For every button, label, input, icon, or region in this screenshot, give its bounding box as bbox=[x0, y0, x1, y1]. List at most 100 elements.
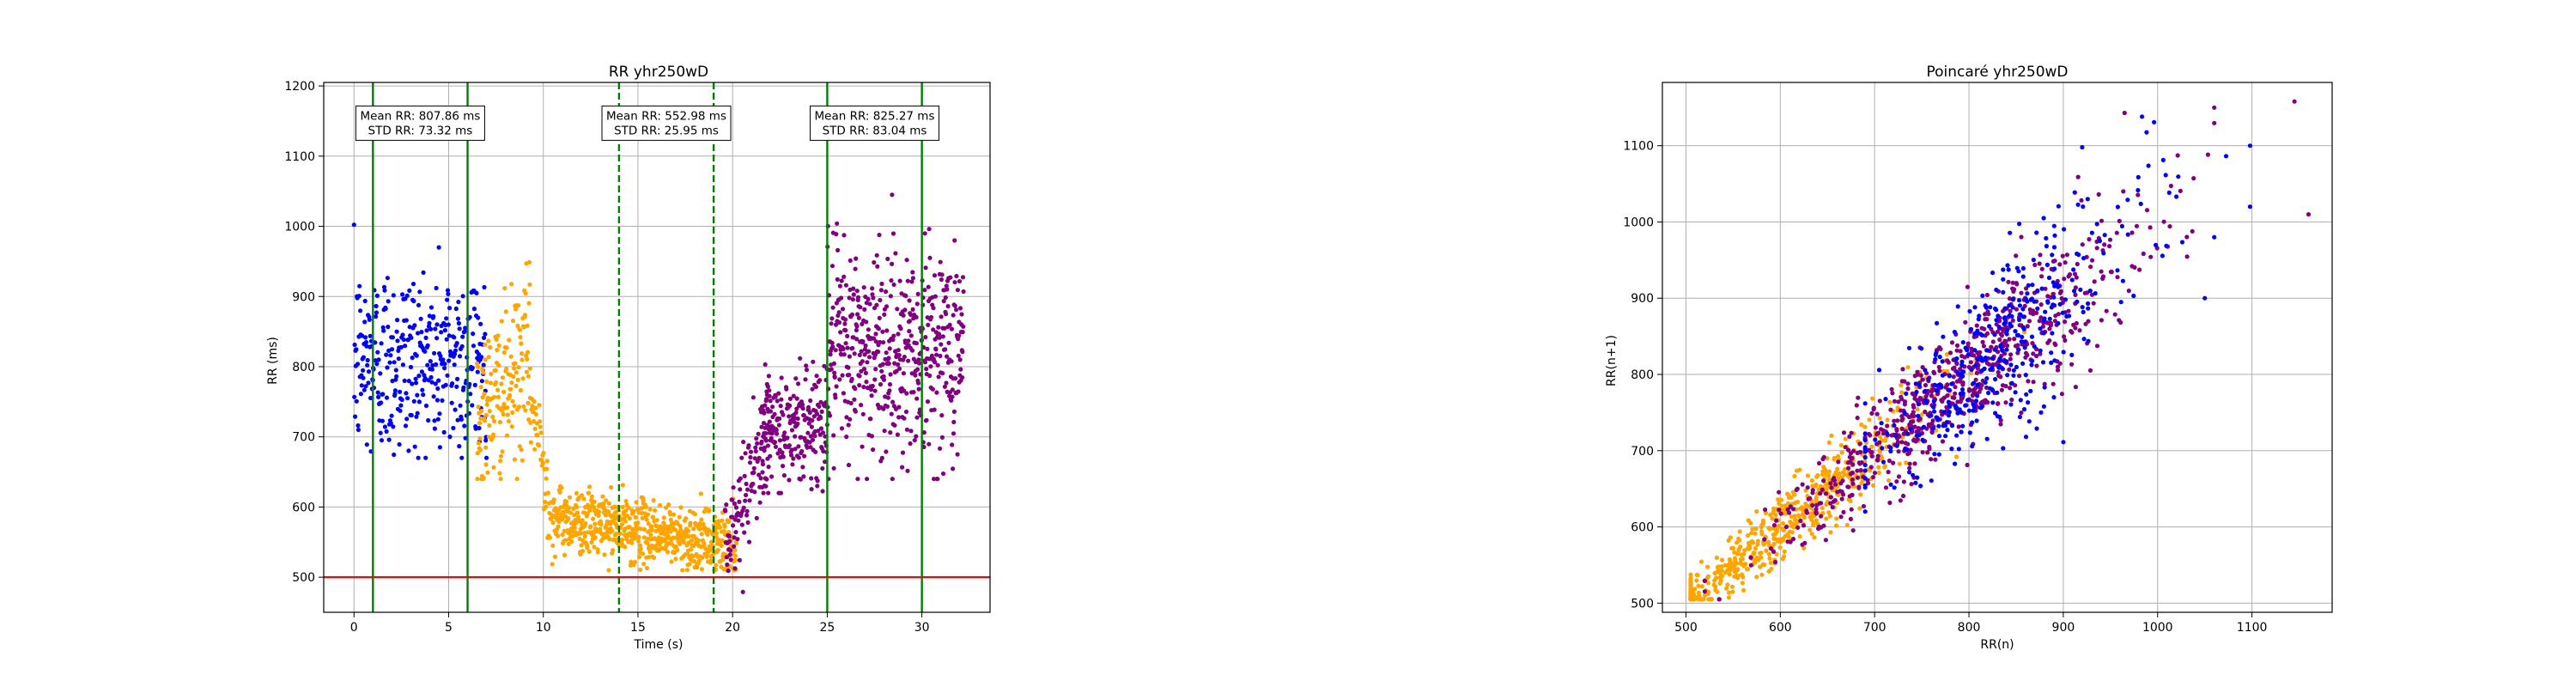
poincare-data-point bbox=[2008, 386, 2013, 391]
rr-data-point bbox=[732, 553, 738, 558]
poincare-data-point bbox=[1907, 470, 1912, 475]
rr-data-point bbox=[791, 393, 796, 398]
poincare-data-point bbox=[1814, 474, 1820, 479]
rr-data-point bbox=[526, 259, 532, 264]
rr-data-point bbox=[355, 362, 361, 367]
rr-data-point bbox=[574, 510, 580, 515]
rr-data-point bbox=[651, 555, 657, 561]
poincare-data-point bbox=[1850, 477, 1855, 483]
poincare-data-point bbox=[1908, 427, 1913, 432]
poincare-data-point bbox=[1722, 562, 1728, 568]
poincare-data-point bbox=[2037, 261, 2042, 266]
poincare-data-point bbox=[1994, 318, 1999, 323]
poincare-data-point bbox=[1798, 518, 1803, 524]
poincare-data-point bbox=[1766, 551, 1771, 556]
poincare-data-point bbox=[2026, 283, 2031, 288]
rr-data-point bbox=[486, 355, 491, 360]
rr-data-point bbox=[905, 278, 910, 283]
rr-data-point bbox=[871, 336, 877, 341]
poincare-data-point bbox=[1926, 376, 1931, 381]
poincare-data-point bbox=[1841, 430, 1847, 435]
rr-data-point bbox=[440, 398, 445, 403]
poincare-data-point bbox=[2010, 318, 2015, 323]
poincare-data-point bbox=[1996, 401, 2001, 406]
rr-data-point bbox=[494, 380, 499, 385]
poincare-data-point bbox=[1826, 469, 1832, 474]
rr-data-point bbox=[411, 398, 416, 404]
rr-data-point bbox=[756, 472, 762, 477]
poincare-data-point bbox=[1774, 551, 1779, 557]
rr-data-point bbox=[800, 465, 805, 470]
poincare-data-point bbox=[2067, 272, 2073, 277]
poincare-data-point bbox=[2008, 352, 2014, 357]
poincare-data-point bbox=[2096, 192, 2101, 197]
poincare-data-point bbox=[2050, 291, 2056, 296]
poincare-data-point bbox=[1920, 450, 1925, 455]
poincare-data-point bbox=[1999, 333, 2004, 338]
rr-data-point bbox=[645, 540, 650, 545]
poincare-data-point bbox=[2212, 105, 2217, 110]
poincare-data-point bbox=[1777, 489, 1782, 495]
poincare-data-point bbox=[1802, 540, 1807, 546]
rr-data-point bbox=[562, 552, 568, 558]
rr-data-point bbox=[949, 326, 954, 331]
rr-data-point bbox=[699, 517, 704, 522]
rr-data-point bbox=[611, 548, 616, 553]
rr-data-point bbox=[398, 389, 403, 394]
rr-data-point bbox=[409, 412, 414, 418]
rr-data-point bbox=[901, 371, 906, 376]
rr-data-point bbox=[513, 383, 519, 388]
poincare-data-point bbox=[2247, 204, 2252, 210]
rr-data-point bbox=[795, 421, 800, 427]
poincare-data-point bbox=[1762, 537, 1767, 542]
rr-data-point bbox=[687, 562, 692, 567]
rr-data-point bbox=[442, 328, 448, 333]
poincare-data-point bbox=[1820, 506, 1825, 511]
rr-data-point bbox=[521, 404, 526, 409]
rr-data-point bbox=[506, 418, 512, 424]
poincare-data-point bbox=[2015, 343, 2020, 348]
poincare-data-point bbox=[1986, 390, 1991, 396]
rr-data-point bbox=[651, 498, 656, 503]
rr-data-point bbox=[483, 357, 488, 362]
rr-data-point bbox=[951, 409, 957, 414]
rr-x-tick-label: 20 bbox=[725, 621, 740, 635]
poincare-data-point bbox=[1838, 442, 1844, 448]
rr-stats-box-frame bbox=[601, 105, 732, 141]
rr-data-point bbox=[607, 537, 612, 542]
rr-data-point bbox=[925, 346, 930, 351]
poincare-data-point bbox=[1754, 509, 1759, 514]
poincare-data-point bbox=[1839, 450, 1844, 455]
poincare-data-point bbox=[1759, 525, 1764, 530]
rr-data-point bbox=[620, 538, 625, 543]
poincare-data-point bbox=[1871, 483, 1876, 489]
poincare-data-point bbox=[1952, 330, 1957, 335]
rr-data-point bbox=[601, 501, 606, 507]
poincare-data-point bbox=[1859, 460, 1864, 465]
poincare-data-point bbox=[2080, 144, 2085, 150]
rr-data-point bbox=[379, 438, 385, 443]
poincare-data-point bbox=[2001, 446, 2006, 451]
poincare-data-point bbox=[2119, 223, 2124, 228]
poincare-data-point bbox=[2071, 322, 2076, 327]
rr-data-point bbox=[839, 426, 845, 431]
rr-data-point bbox=[907, 329, 912, 334]
rr-data-point bbox=[359, 383, 364, 388]
rr-data-point bbox=[375, 390, 380, 395]
rr-data-point bbox=[442, 362, 447, 367]
rr-data-point bbox=[509, 282, 514, 287]
rr-data-point bbox=[807, 440, 812, 445]
rr-data-point bbox=[888, 430, 893, 435]
rr-data-point bbox=[488, 380, 494, 386]
poincare-data-point bbox=[1814, 502, 1820, 508]
rr-data-point bbox=[497, 471, 502, 476]
poincare-data-point bbox=[1953, 385, 1958, 390]
poincare-data-point bbox=[2004, 331, 2009, 337]
poincare-data-point bbox=[1716, 597, 1722, 602]
rr-data-point bbox=[957, 279, 963, 284]
rr-data-point bbox=[871, 295, 876, 301]
rr-data-point bbox=[887, 346, 892, 351]
rr-data-point bbox=[431, 394, 436, 399]
poincare-data-point bbox=[1694, 578, 1699, 583]
poincare-data-point bbox=[2008, 230, 2013, 235]
